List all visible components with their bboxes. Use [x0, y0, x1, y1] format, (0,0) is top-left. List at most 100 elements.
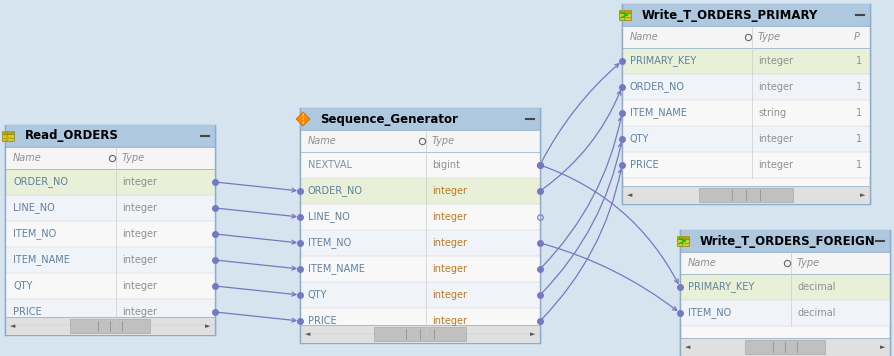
Text: QTY: QTY [13, 281, 32, 291]
FancyBboxPatch shape [680, 252, 890, 274]
FancyBboxPatch shape [622, 4, 870, 26]
Text: integer: integer [432, 290, 467, 300]
Bar [677, 236, 689, 246]
FancyBboxPatch shape [622, 100, 870, 126]
Bar [2, 131, 14, 141]
FancyBboxPatch shape [5, 195, 215, 221]
Text: 1
2
3: 1 2 3 [301, 113, 304, 125]
Text: integer: integer [122, 307, 157, 317]
FancyBboxPatch shape [680, 300, 890, 326]
Text: ITEM_NO: ITEM_NO [688, 308, 731, 319]
FancyBboxPatch shape [699, 188, 793, 202]
Text: ◄: ◄ [10, 323, 15, 329]
FancyBboxPatch shape [300, 308, 540, 334]
Bar [677, 236, 689, 240]
Polygon shape [296, 112, 310, 126]
Text: decimal: decimal [797, 308, 836, 318]
Text: Name: Name [308, 136, 337, 146]
Text: integer: integer [432, 238, 467, 248]
Text: ►: ► [205, 323, 210, 329]
Text: QTY: QTY [630, 134, 649, 144]
FancyBboxPatch shape [622, 48, 870, 74]
Text: integer: integer [758, 160, 793, 170]
Text: integer: integer [432, 186, 467, 196]
Text: PRIMARY_KEY: PRIMARY_KEY [630, 56, 696, 67]
Text: ►: ► [880, 344, 885, 350]
FancyBboxPatch shape [745, 340, 825, 354]
Text: string: string [758, 108, 786, 118]
FancyBboxPatch shape [5, 247, 215, 273]
Text: ITEM_NAME: ITEM_NAME [308, 263, 365, 274]
Text: integer: integer [432, 264, 467, 274]
Text: 1: 1 [856, 82, 862, 92]
FancyBboxPatch shape [300, 256, 540, 282]
Text: 1: 1 [856, 108, 862, 118]
Text: P: P [854, 32, 860, 42]
FancyBboxPatch shape [622, 4, 870, 204]
Text: integer: integer [122, 177, 157, 187]
Text: ◄: ◄ [685, 344, 690, 350]
Text: integer: integer [432, 316, 467, 326]
FancyBboxPatch shape [622, 126, 870, 152]
Text: Sequence_Generator: Sequence_Generator [320, 112, 458, 126]
FancyBboxPatch shape [375, 327, 466, 341]
FancyBboxPatch shape [5, 317, 215, 335]
Text: 1: 1 [856, 56, 862, 66]
Text: integer: integer [122, 281, 157, 291]
Text: ITEM_NAME: ITEM_NAME [630, 108, 687, 119]
FancyBboxPatch shape [5, 125, 215, 335]
FancyBboxPatch shape [300, 152, 540, 178]
FancyBboxPatch shape [622, 74, 870, 100]
FancyBboxPatch shape [5, 147, 215, 169]
Text: ITEM_NAME: ITEM_NAME [13, 255, 70, 266]
Text: integer: integer [758, 82, 793, 92]
Text: Name: Name [630, 32, 659, 42]
Text: Name: Name [13, 153, 42, 163]
FancyBboxPatch shape [680, 338, 890, 356]
Text: ORDER_NO: ORDER_NO [630, 82, 685, 93]
FancyBboxPatch shape [5, 169, 215, 195]
Text: Type: Type [122, 153, 145, 163]
Text: integer: integer [122, 229, 157, 239]
Text: ITEM_NO: ITEM_NO [13, 229, 56, 240]
Text: integer: integer [758, 134, 793, 144]
FancyBboxPatch shape [300, 282, 540, 308]
Text: PRICE: PRICE [630, 160, 659, 170]
FancyBboxPatch shape [300, 204, 540, 230]
Text: bigint: bigint [432, 160, 460, 170]
FancyBboxPatch shape [300, 130, 540, 152]
Text: QTY: QTY [308, 290, 327, 300]
FancyBboxPatch shape [680, 274, 890, 300]
Text: Type: Type [432, 136, 455, 146]
Text: 1: 1 [856, 160, 862, 170]
Text: LINE_NO: LINE_NO [308, 211, 350, 222]
FancyBboxPatch shape [5, 125, 215, 147]
Text: PRIMARY_KEY: PRIMARY_KEY [688, 282, 755, 292]
Text: PRICE: PRICE [308, 316, 337, 326]
FancyBboxPatch shape [622, 186, 870, 204]
Text: Name: Name [688, 258, 717, 268]
Bar [619, 10, 631, 20]
Text: ►: ► [529, 331, 535, 337]
FancyBboxPatch shape [300, 178, 540, 204]
Text: Write_T_ORDERS_FOREIGN: Write_T_ORDERS_FOREIGN [700, 235, 876, 247]
FancyBboxPatch shape [5, 221, 215, 247]
Text: integer: integer [122, 203, 157, 213]
Text: ◄: ◄ [305, 331, 310, 337]
Text: ORDER_NO: ORDER_NO [13, 177, 68, 188]
Text: Write_T_ORDERS_PRIMARY: Write_T_ORDERS_PRIMARY [642, 9, 818, 21]
FancyBboxPatch shape [622, 26, 870, 48]
Text: ►: ► [860, 192, 865, 198]
Text: NEXTVAL: NEXTVAL [308, 160, 352, 170]
FancyBboxPatch shape [680, 230, 890, 252]
Text: LINE_NO: LINE_NO [13, 203, 55, 214]
Text: ORDER_NO: ORDER_NO [308, 185, 363, 197]
Text: Read_ORDERS: Read_ORDERS [25, 130, 119, 142]
FancyBboxPatch shape [70, 319, 150, 333]
FancyBboxPatch shape [300, 108, 540, 343]
FancyBboxPatch shape [680, 230, 890, 356]
FancyBboxPatch shape [5, 299, 215, 325]
FancyBboxPatch shape [5, 273, 215, 299]
Text: integer: integer [758, 56, 793, 66]
FancyBboxPatch shape [622, 152, 870, 178]
